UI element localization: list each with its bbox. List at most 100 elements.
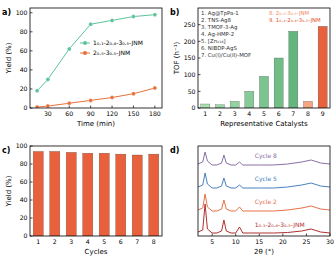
bar: [33, 151, 43, 236]
plot-area: [198, 152, 330, 233]
frame: [30, 8, 162, 108]
figure: a)020406080100306090120150180Time (min)Y…: [0, 0, 336, 268]
x-tick-label: 4: [86, 238, 90, 245]
annotation: 7. Cu(I)/Cu(II)-MOF: [201, 52, 251, 58]
y-tick-label: 100: [16, 142, 28, 149]
series-label: Cycle 8: [255, 152, 277, 160]
y-tick-label: 250: [184, 21, 196, 28]
y-tick-label: 0: [24, 232, 28, 239]
x-tick-label: 1: [36, 238, 40, 245]
panel-label: a): [2, 8, 11, 17]
x-axis-label: 2θ (°): [254, 248, 274, 256]
marker: [131, 15, 135, 19]
y-tick-label: 100: [16, 9, 28, 16]
x-tick-label: 7: [135, 238, 139, 245]
series-line: [37, 15, 155, 91]
bar: [83, 153, 93, 236]
x-axis-label: Representative Catalysts: [220, 120, 308, 128]
marker: [110, 96, 114, 100]
bar: [318, 26, 327, 108]
y-tick-label: 40: [20, 196, 28, 203]
frame: [30, 146, 162, 236]
x-tick-label: 30: [326, 238, 334, 245]
x-tick-label: 2: [218, 110, 222, 117]
annotation: 9. 1₀.₁-2₀.₄-3₀.₅-JNM: [269, 17, 321, 24]
y-tick-label: 20: [20, 85, 28, 92]
marker: [131, 92, 135, 96]
x-tick-label: 150: [128, 110, 140, 117]
x-tick-label: 9: [321, 110, 325, 117]
series-line: [198, 173, 330, 188]
x-tick-label: 25: [302, 238, 310, 245]
y-tick-label: 100: [184, 71, 196, 78]
x-tick-label: 20: [279, 238, 287, 245]
y-tick-label: 60: [20, 178, 28, 185]
series-label: 1₀.₁-2₀.₄-3₀.₅-JNM: [255, 221, 305, 229]
panel-label: d): [170, 146, 179, 155]
x-tick-label: 90: [87, 110, 95, 117]
x-axis-label: Time (min): [76, 120, 115, 128]
series-label: Cycle 2: [255, 198, 277, 206]
x-tick-label: 15: [255, 238, 263, 245]
bar: [116, 154, 126, 236]
x-tick-label: 6: [119, 238, 123, 245]
bar: [303, 101, 312, 108]
x-tick-label: 5: [262, 110, 266, 117]
x-tick-label: 60: [65, 110, 73, 117]
annotation: 8. 2₀.₅-3₀.₅-JNM: [269, 10, 310, 17]
series-line: [198, 152, 330, 165]
bar: [66, 152, 76, 236]
bar: [50, 151, 60, 236]
y-axis-label: Yield (%): [5, 42, 13, 74]
x-tick-label: 6: [277, 110, 281, 117]
bar: [215, 105, 224, 108]
marker: [46, 104, 50, 108]
y-tick-label: 20: [20, 214, 28, 221]
series-line: [198, 194, 330, 211]
y-tick-label: 80: [20, 160, 28, 167]
bar: [132, 155, 142, 236]
y-tick-label: 50: [188, 88, 196, 95]
plot-area: [33, 151, 159, 236]
x-tick-label: 3: [69, 238, 73, 245]
y-tick-label: 200: [184, 38, 196, 45]
bar: [274, 58, 283, 108]
y-axis-label: Yield (%): [5, 175, 13, 207]
marker: [67, 101, 71, 105]
x-tick-label: 10: [232, 238, 240, 245]
legend-marker: [83, 51, 87, 55]
marker: [153, 13, 157, 17]
x-axis-label: Cycles: [85, 248, 108, 256]
panel-label: b): [170, 8, 179, 17]
x-tick-label: 8: [152, 238, 156, 245]
x-tick-label: 4: [247, 110, 251, 117]
y-tick-label: 150: [184, 54, 196, 61]
y-tick-label: 0: [192, 104, 196, 111]
bar: [201, 104, 210, 108]
x-tick-label: 5: [102, 238, 106, 245]
annotation: 4. Ag-HMP-2: [201, 31, 234, 38]
legend-text: 1₀.₁-2₀.₄-3₀.₅-JNM: [93, 39, 143, 47]
y-tick-label: 0: [24, 104, 28, 111]
y-axis-label: TOF (h⁻¹): [173, 42, 181, 76]
x-tick-label: 1: [203, 110, 207, 117]
x-tick-label: 180: [149, 110, 161, 117]
bar: [99, 153, 109, 236]
marker: [35, 89, 39, 93]
marker: [110, 18, 114, 22]
x-tick-label: 7: [291, 110, 295, 117]
marker: [46, 77, 50, 81]
marker: [89, 98, 93, 102]
x-tick-label: 120: [106, 110, 118, 117]
series-line: [37, 88, 155, 107]
annotation: 2. TNS-Ag8: [201, 17, 232, 24]
plot-area: [201, 26, 327, 108]
marker: [35, 105, 39, 108]
annotation: 3. TMOF-3-Ag: [201, 24, 237, 31]
panel-label: c): [2, 146, 10, 155]
annotation: 1. Ag@TpPa-1: [201, 10, 239, 17]
marker: [89, 22, 93, 26]
x-tick-label: 3: [233, 110, 237, 117]
legend-text: 2₀.₅-3₀.₅-JNM: [93, 49, 130, 57]
bar: [245, 91, 254, 108]
